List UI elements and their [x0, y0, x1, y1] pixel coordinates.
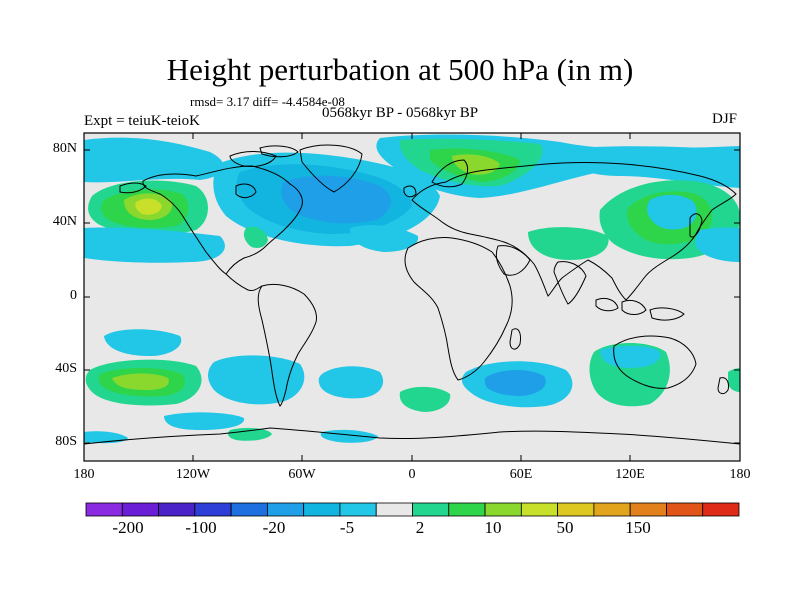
anomaly-region [399, 386, 451, 412]
anomaly-region [318, 366, 384, 399]
colorbar-label: -200 [112, 518, 144, 537]
anomaly-region [600, 345, 661, 368]
continent-outlines [84, 144, 740, 445]
north-america-outline [142, 165, 303, 275]
south-america-outline [257, 283, 317, 407]
anomaly-region [484, 370, 546, 396]
colorbar-swatch [230, 502, 268, 517]
anomaly-region [84, 137, 224, 183]
y-tick-label: 40S [55, 361, 77, 376]
colorbar-swatch [666, 502, 704, 517]
anomaly-region [164, 412, 245, 430]
indonesia-outline [621, 299, 647, 315]
colorbar-label: 50 [556, 518, 574, 537]
colorbar-label: 150 [625, 518, 651, 537]
eurasia-outline [411, 162, 737, 301]
uk-outline [403, 185, 417, 198]
colorbar-swatch [448, 502, 486, 517]
anomaly-fills [84, 134, 740, 444]
colorbar-swatch [520, 502, 559, 517]
anomaly-region [243, 226, 268, 248]
y-tick-label: 80S [55, 434, 77, 449]
australia-outline [613, 335, 697, 389]
x-tick-label: 180 [73, 467, 95, 482]
india-outline [553, 261, 587, 305]
colorbar-swatch [412, 502, 450, 517]
colorbar-label: 10 [484, 518, 502, 537]
anomaly-region [208, 355, 305, 405]
period-label: 0568kyr BP - 0568kyr BP [322, 105, 479, 121]
y-tick-label: 80N [52, 141, 77, 156]
indonesia-outline [595, 297, 619, 312]
x-tick-label: 120E [615, 467, 645, 482]
anomaly-region [84, 227, 225, 263]
alaska-outline [119, 182, 147, 194]
colorbar-swatch [593, 502, 631, 517]
anomaly-region [135, 198, 162, 215]
colorbar-swatch [303, 502, 341, 517]
anomaly-region [281, 175, 391, 224]
africa-outline [404, 237, 513, 381]
anomaly-region [528, 227, 609, 260]
hudson-bay-outline [235, 183, 257, 199]
anomaly-region [104, 329, 182, 356]
anomaly-region [695, 227, 740, 262]
colorbar-swatch [484, 502, 522, 517]
colorbar-label: -20 [262, 518, 286, 537]
colorbar-label: -5 [339, 518, 355, 537]
axis-ticks [84, 133, 740, 461]
statistics-line: rmsd= 3.17 diff= -4.4584e-08 [190, 94, 345, 109]
scandinavia-outline [431, 159, 469, 188]
x-tick-label: 120W [175, 467, 211, 482]
anomaly-region [647, 194, 697, 230]
y-tick-label: 40N [52, 214, 77, 229]
anomaly-region [228, 427, 272, 441]
x-tick-label: 180 [729, 467, 751, 482]
madagascar-outline [509, 328, 521, 350]
experiment-label: Expt = teiuK-teioK [84, 113, 200, 129]
greenland-outline [299, 144, 363, 193]
arabia-outline [495, 245, 531, 276]
season-label: DJF [712, 111, 738, 127]
anomaly-region [728, 368, 740, 392]
central-america-outline [225, 273, 263, 291]
colorbar-swatch [121, 502, 159, 517]
anomaly-region [350, 225, 419, 252]
x-tick-label: 60W [288, 467, 316, 482]
indonesia-outline [649, 307, 685, 321]
x-tick-label: 60E [509, 467, 533, 482]
arctic-islands-outline [229, 151, 277, 167]
colorbar-label: 2 [415, 518, 425, 537]
plot-title: Height perturbation at 500 hPa (in m) [166, 52, 634, 87]
colorbar-swatch [158, 502, 196, 517]
colorbar-swatch [194, 502, 232, 517]
antarctica-outline [84, 427, 740, 445]
y-tick-label: 0 [70, 288, 77, 303]
colorbar [85, 502, 740, 517]
japan-outline [689, 213, 703, 238]
x-tick-label: 0 [408, 467, 416, 482]
colorbar-swatch [339, 502, 377, 517]
colorbar-swatch [557, 502, 595, 517]
arctic-islands-outline [259, 145, 299, 158]
colorbar-swatch [266, 502, 305, 517]
colorbar-swatch [629, 502, 667, 517]
colorbar-label: -100 [185, 518, 217, 537]
colorbar-swatch [85, 502, 123, 517]
anomaly-region [112, 373, 169, 390]
colorbar-swatch [375, 502, 413, 517]
colorbar-swatch [702, 502, 740, 517]
new-zealand-outline [717, 377, 729, 395]
